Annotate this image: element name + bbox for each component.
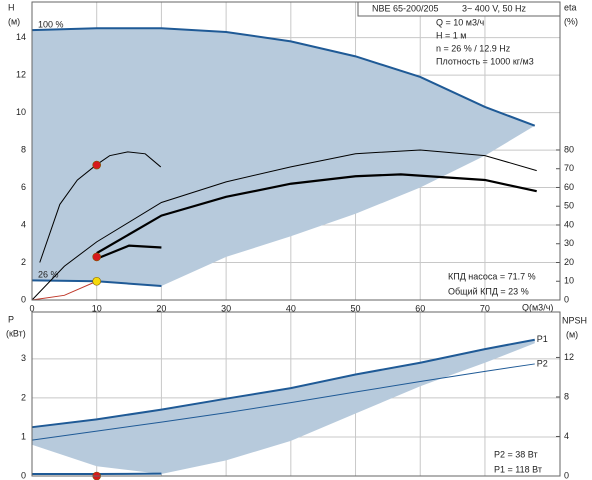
axis-label: H <box>8 2 15 12</box>
y-tick-label: 8 <box>21 144 26 154</box>
axis-label: P <box>8 314 14 324</box>
annotation: P1 = 118 Вт <box>494 464 542 474</box>
curve <box>31 338 535 429</box>
y-tick-label: 6 <box>21 182 26 192</box>
curve-label: 26 % <box>38 270 59 280</box>
curve <box>31 149 537 301</box>
annotation: n = 26 % / 12.9 Hz <box>436 43 511 53</box>
y-tick-label: 12 <box>16 69 26 79</box>
duty-point <box>92 160 102 170</box>
x-tick-label: 10 <box>92 303 102 313</box>
curve <box>31 363 535 441</box>
y-tick-label: 0 <box>21 470 26 480</box>
curve-label: P2 <box>537 358 548 368</box>
annotation: NBE 65-200/205 <box>372 3 439 13</box>
y2-tick-label: 20 <box>564 257 574 267</box>
y2-tick-label: 12 <box>564 352 574 362</box>
duty-point <box>92 252 102 262</box>
y2-tick-label: 8 <box>564 391 569 401</box>
x-tick-label: 40 <box>286 303 296 313</box>
y2-tick-label: 40 <box>564 219 574 229</box>
curve <box>31 280 97 301</box>
y2-tick-label: 0 <box>564 470 569 480</box>
axis-label: eta <box>564 2 577 12</box>
info-box <box>357 1 561 17</box>
x-tick-label: 0 <box>29 303 34 313</box>
curve <box>31 27 536 127</box>
curve-label: P1 <box>537 334 548 344</box>
y2-tick-label: 0 <box>564 294 569 304</box>
x-tick-label: 50 <box>351 303 361 313</box>
curve <box>96 173 537 255</box>
plot-frame <box>31 1 561 301</box>
annotation: Q = 10 м3/ч <box>436 17 484 27</box>
axis-label: Q(м3/ч) <box>522 302 553 312</box>
x-tick-label: 70 <box>480 303 490 313</box>
annotation: P2 = 38 Вт <box>494 449 538 459</box>
y-tick-label: 1 <box>21 431 26 441</box>
axis-label: (м) <box>566 329 578 339</box>
y2-tick-label: 4 <box>564 431 569 441</box>
y-tick-label: 4 <box>21 219 26 229</box>
y-tick-label: 2 <box>21 392 26 402</box>
y2-tick-label: 30 <box>564 238 574 248</box>
duty-point <box>92 276 102 286</box>
y2-tick-label: 60 <box>564 182 574 192</box>
y2-tick-label: 80 <box>564 144 574 154</box>
y-tick-label: 2 <box>21 257 26 267</box>
axis-label: NPSH <box>562 315 587 325</box>
curve <box>96 244 162 260</box>
x-tick-label: 60 <box>415 303 425 313</box>
y2-tick-label: 50 <box>564 201 574 211</box>
annotation: Плотность = 1000 кг/м3 <box>436 56 534 66</box>
operating-area <box>32 28 535 286</box>
y-tick-label: 3 <box>21 353 26 363</box>
operating-area <box>32 339 535 475</box>
annotation: КПД насоса = 71.7 % <box>448 271 536 281</box>
y-tick-label: 10 <box>16 107 26 117</box>
annotation: Общий КПД = 23 % <box>448 286 529 296</box>
x-tick-label: 30 <box>221 303 231 313</box>
y-tick-label: 14 <box>16 32 26 42</box>
axis-label: (м) <box>8 16 20 26</box>
curve <box>39 151 162 263</box>
y2-tick-label: 70 <box>564 163 574 173</box>
curve-label: 100 % <box>38 19 64 29</box>
axis-label: (%) <box>564 16 578 26</box>
x-tick-label: 20 <box>156 303 166 313</box>
y2-tick-label: 10 <box>564 276 574 286</box>
y-tick-label: 0 <box>21 294 26 304</box>
annotation: H = 1 м <box>436 30 466 40</box>
axis-label: (кВт) <box>6 328 26 338</box>
annotation: 3~ 400 V, 50 Hz <box>462 3 526 13</box>
plot-frame <box>31 311 561 477</box>
